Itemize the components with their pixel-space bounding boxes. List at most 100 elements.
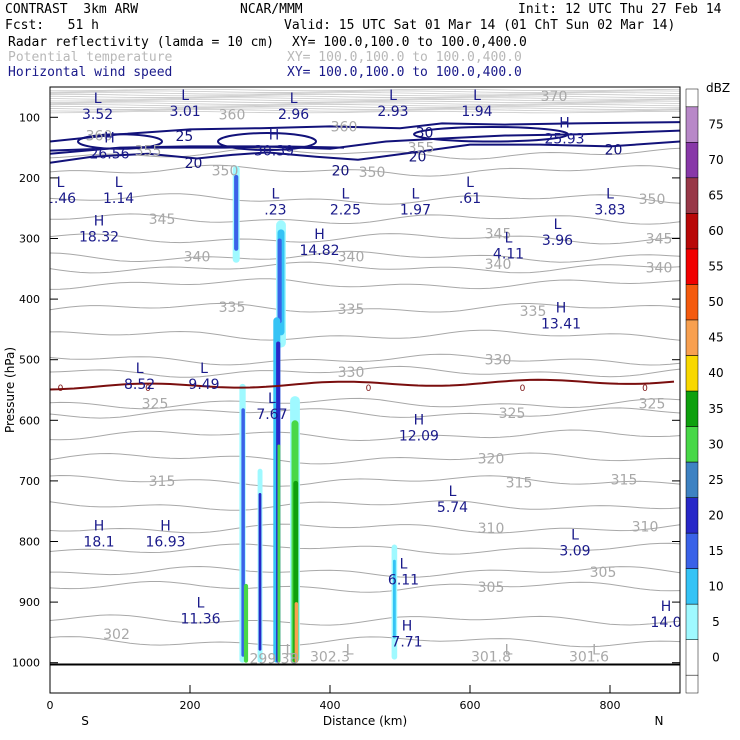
theta-contour xyxy=(50,581,680,593)
theta-contour xyxy=(50,95,680,98)
wind-contour xyxy=(50,140,680,164)
extremum-marker: L xyxy=(181,88,189,104)
colorbar-swatch xyxy=(685,674,699,694)
colorbar-swatch xyxy=(685,213,699,250)
theta-label: 325 xyxy=(142,396,169,412)
theta-contour xyxy=(50,107,680,110)
colorbar-label: 45 xyxy=(708,331,723,345)
theta-label: 310 xyxy=(478,521,505,537)
x-tick-label: 0 xyxy=(47,699,54,712)
colorbar-label: 75 xyxy=(708,118,723,132)
theta-contour xyxy=(50,474,680,487)
colorbar: dBZ 0 5 10 15 20 25 30 35 40 45 50 55 60 65 70 75 xyxy=(685,81,730,694)
theta-label: 345 xyxy=(485,227,512,243)
extremum-marker: L xyxy=(606,186,614,202)
theta-label: 335 xyxy=(219,300,246,316)
x-tick-label: 400 xyxy=(320,699,341,712)
colorbar-swatch xyxy=(685,461,699,498)
colorbar-swatch xyxy=(685,355,699,392)
wind-contour xyxy=(77,133,163,150)
extremum-marker: L xyxy=(449,484,457,500)
plot-fields: 0 0 0 0 0 350 350 350 345 345 345 340 340 340 340 335 33… xyxy=(50,88,681,667)
field-reflectivity-xy: XY= 100.0,100.0 to 100.0,400.0 xyxy=(292,35,527,50)
theta-contour xyxy=(50,407,680,419)
theta-label: 315 xyxy=(506,476,533,492)
colorbar-label: 50 xyxy=(708,295,723,309)
theta-label: 330 xyxy=(338,365,365,381)
extremum-marker: L xyxy=(389,88,397,104)
zero-label: 0 xyxy=(520,384,526,394)
y-tick-label: 200 xyxy=(19,172,40,185)
theta-contour xyxy=(50,614,680,626)
y-axis-label: Pressure (hPa) xyxy=(3,347,17,433)
colorbar-swatch xyxy=(685,284,699,321)
reflectivity-cell xyxy=(234,174,239,251)
extremum-value: 2.25 xyxy=(330,202,361,218)
extremum-value: 1.94 xyxy=(461,104,492,120)
theta-label: 335 xyxy=(338,302,365,318)
plot-frame xyxy=(49,86,681,694)
theta-label: 360 xyxy=(86,128,113,144)
extremum-value: 3.96 xyxy=(542,233,573,249)
theta-label: 340 xyxy=(338,250,365,266)
field-theta: Potential temperature xyxy=(8,50,173,65)
theta-label: 360 xyxy=(331,119,358,135)
theta-label: 320 xyxy=(478,451,505,467)
theta-label: 301.8 xyxy=(471,650,511,666)
wind-label: 25 xyxy=(175,129,193,145)
extremum-value: 11.36 xyxy=(180,611,220,627)
colorbar-swatch xyxy=(685,106,699,143)
extremum-value: 3.83 xyxy=(594,202,625,218)
extremum-marker: H xyxy=(402,618,413,634)
theta-label: 350 xyxy=(359,165,386,181)
x-tick-label: 200 xyxy=(180,699,201,712)
init-time: Init: 12 UTC Thu 27 Feb 14 xyxy=(518,2,722,17)
field-wind-xy: XY= 100.0,100.0 to 100.0,400.0 xyxy=(287,65,522,80)
wind-label: 20 xyxy=(185,156,203,172)
colorbar-swatch xyxy=(685,142,699,179)
y-tick-label: 600 xyxy=(19,414,40,427)
colorbar-label: 20 xyxy=(708,508,723,522)
theta-contour xyxy=(50,102,680,105)
plot-border xyxy=(49,86,681,694)
theta-contour xyxy=(50,90,680,93)
theta-label: 355 xyxy=(408,141,435,157)
extremum-marker: L xyxy=(94,91,102,107)
colorbar-swatch xyxy=(685,568,699,605)
theta-label: 305 xyxy=(590,565,617,581)
theta-contour xyxy=(50,500,680,511)
theta-contour xyxy=(50,329,680,341)
extremum-marker: L xyxy=(268,391,276,407)
theta-label: 305 xyxy=(478,580,505,596)
valid-time: Valid: 15 UTC Sat 01 Mar 14 (01 ChT Sun … xyxy=(284,18,676,33)
theta-contour xyxy=(50,104,680,107)
extremum-marker: H xyxy=(269,128,280,144)
theta-contour xyxy=(50,636,680,648)
theta-contour xyxy=(50,147,680,160)
colorbar-swatch xyxy=(685,390,699,427)
theta-contour xyxy=(50,98,680,102)
wind-contour xyxy=(217,132,317,152)
theta-contour xyxy=(50,100,680,104)
south-label: S xyxy=(81,714,89,728)
theta-contour xyxy=(50,565,680,578)
colorbar-label: 35 xyxy=(708,402,723,416)
extremum-value: 13.41 xyxy=(541,316,581,332)
extremum-value: 16.93 xyxy=(145,534,185,550)
extremum-value: 3.52 xyxy=(82,107,113,123)
zero-label: 0 xyxy=(58,384,64,394)
extremum-value: .61 xyxy=(459,191,481,207)
theta-contour xyxy=(50,97,680,100)
colorbar-swatch xyxy=(685,177,699,214)
wind-label: 20 xyxy=(409,150,427,166)
wind-label: 20 xyxy=(605,142,623,158)
y-tick-label: 800 xyxy=(19,536,40,549)
theta-label: 340 xyxy=(184,250,211,266)
theta-contour xyxy=(50,452,680,465)
theta-contour xyxy=(50,523,680,534)
x-tick-label: 800 xyxy=(600,699,621,712)
field-reflectivity: Radar reflectivity (lamda = 10 cm) xyxy=(8,35,275,50)
colorbar-label: 60 xyxy=(708,224,723,238)
extremum-value: 14.0 xyxy=(650,615,681,631)
